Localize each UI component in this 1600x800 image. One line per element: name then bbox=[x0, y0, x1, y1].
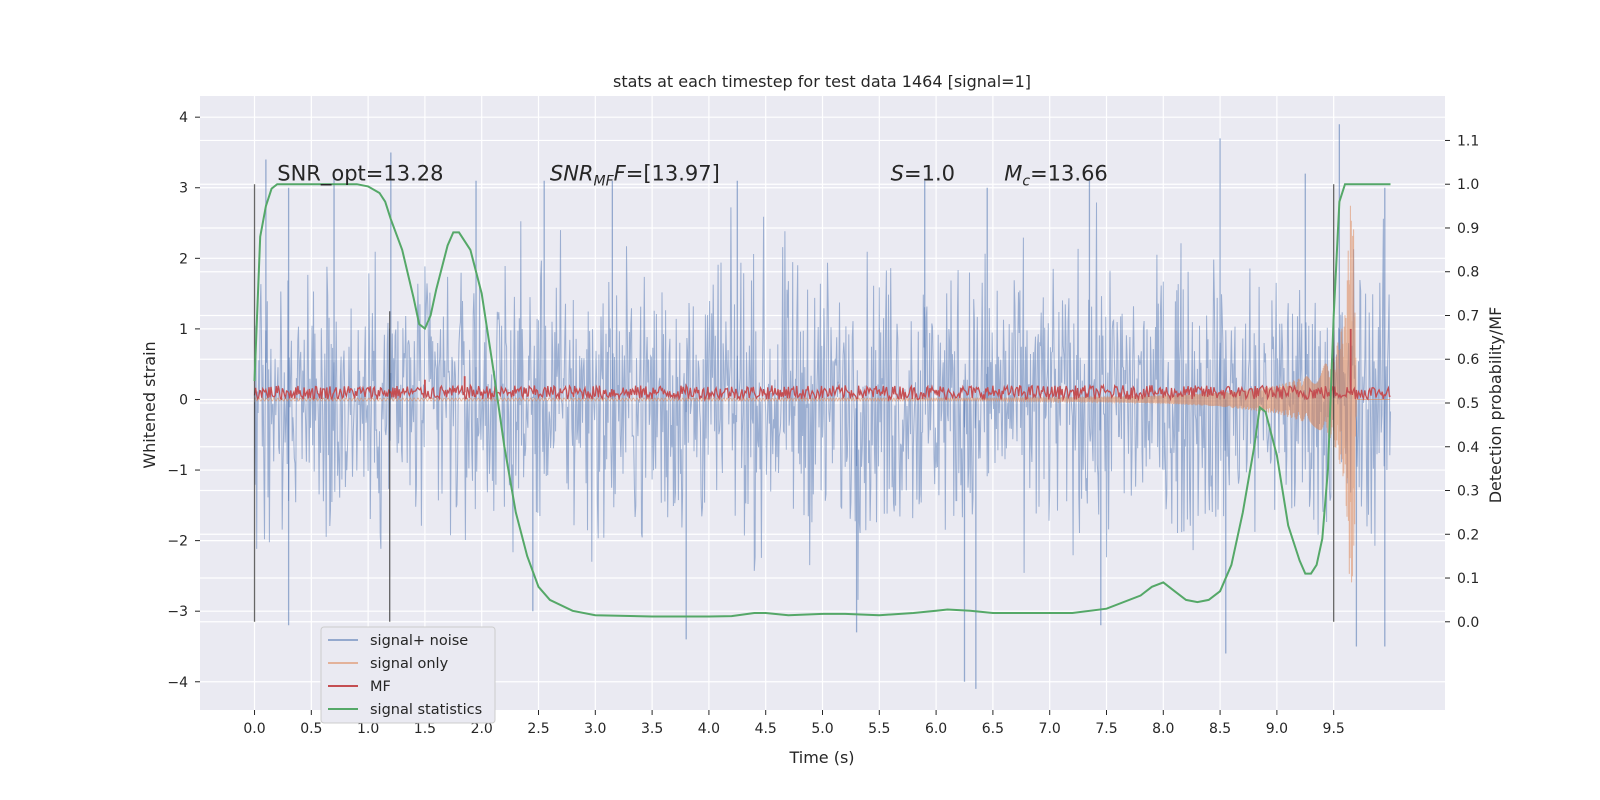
y2-axis-label: Detection probability/MF bbox=[1486, 307, 1505, 504]
x-tick-label-14: 7.0 bbox=[1039, 721, 1061, 737]
legend-box bbox=[320, 626, 496, 724]
annotation-3-symbol: M bbox=[1004, 162, 1022, 186]
x-tick-label-9: 4.5 bbox=[755, 721, 777, 737]
x-tick-label-3: 1.5 bbox=[414, 721, 436, 737]
series-signal-only bbox=[254, 205, 1391, 583]
annotation-3-subscript: c bbox=[1022, 174, 1030, 190]
x-tick-label-2: 1.0 bbox=[357, 721, 379, 737]
legend-entry-signal-plus-noise: signal+ noise bbox=[328, 633, 468, 649]
mf-line bbox=[253, 383, 1391, 403]
signal-only-line bbox=[254, 205, 1391, 583]
annotation-1: SNRMFF=[13.97] bbox=[550, 162, 720, 190]
y2-tick-label-6: 0.5 bbox=[1457, 396, 1479, 412]
x-tick-label-6: 3.0 bbox=[584, 721, 606, 737]
y2-tick-label-5: 0.6 bbox=[1457, 352, 1479, 368]
legend-entry-mf: MF bbox=[328, 679, 391, 695]
series-mf bbox=[253, 328, 1391, 403]
x-tick-label-19: 9.5 bbox=[1323, 721, 1345, 737]
signal-statistics-line bbox=[253, 183, 1391, 618]
signal-plus-noise-line bbox=[254, 202, 1391, 600]
y-tick-label-0: 4 bbox=[179, 110, 188, 126]
y2-tick-label-7: 0.4 bbox=[1457, 440, 1479, 456]
y-tick-label-3: 1 bbox=[179, 322, 188, 338]
legend-label-signal-only: signal only bbox=[370, 656, 449, 672]
x-tick-label-13: 6.5 bbox=[982, 721, 1004, 737]
y2-axis-ticks: 1.1 1.0 0.9 0.8 0.7 0.6 0.5 0.4 0.3 0.2 0.1 0.0 bbox=[1445, 133, 1479, 631]
y2-tick-label-2: 0.9 bbox=[1457, 221, 1479, 237]
y2-tick-label-11: 0.0 bbox=[1457, 615, 1479, 631]
x-tick-label-11: 5.5 bbox=[868, 721, 890, 737]
legend: signal+ noise signal only MF signal stat… bbox=[320, 626, 496, 724]
legend-entry-signal-statistics: signal statistics bbox=[328, 702, 482, 718]
annotation-0-text: SNR_opt=13.28 bbox=[277, 162, 443, 187]
y2-tick-label-3: 0.8 bbox=[1457, 265, 1479, 281]
y-axis-ticks: 4 3 2 1 0 −1 −2 −3 −4 bbox=[167, 110, 200, 691]
annotation-1-symbol: SNR bbox=[550, 162, 594, 186]
y2-tick-label-8: 0.3 bbox=[1457, 484, 1479, 500]
annotation-2: S=1.0 bbox=[891, 162, 955, 186]
y-tick-label-6: −2 bbox=[167, 534, 188, 550]
x-tick-label-10: 5.0 bbox=[811, 721, 833, 737]
x-tick-label-1: 0.5 bbox=[300, 721, 322, 737]
legend-label-signal-plus-noise: signal+ noise bbox=[370, 633, 468, 649]
y-axis-label: Whitened strain bbox=[140, 341, 159, 468]
annotation-1-value: =[13.97] bbox=[626, 162, 720, 186]
vertical-markers bbox=[253, 184, 1335, 622]
x-tick-label-15: 7.5 bbox=[1095, 721, 1117, 737]
annotation-0: SNR_opt=13.28 bbox=[277, 162, 443, 187]
annotation-2-symbol: S bbox=[891, 162, 904, 186]
x-tick-label-5: 2.5 bbox=[527, 721, 549, 737]
x-tick-label-17: 8.5 bbox=[1209, 721, 1231, 737]
legend-label-mf: MF bbox=[370, 679, 391, 695]
x-tick-label-16: 8.0 bbox=[1152, 721, 1174, 737]
y-tick-label-2: 2 bbox=[179, 251, 188, 267]
chart-title: stats at each timestep for test data 146… bbox=[613, 72, 1031, 91]
y2-tick-label-9: 0.2 bbox=[1457, 527, 1479, 543]
y-tick-label-8: −4 bbox=[167, 675, 188, 691]
y2-tick-label-0: 1.1 bbox=[1457, 133, 1479, 149]
x-tick-label-8: 4.0 bbox=[698, 721, 720, 737]
y-tick-label-4: 0 bbox=[179, 392, 188, 408]
y2-tick-label-10: 0.1 bbox=[1457, 571, 1479, 587]
x-tick-label-4: 2.0 bbox=[471, 721, 493, 737]
annotation-2-value: =1.0 bbox=[904, 162, 955, 186]
annotation-1-suffix: F bbox=[614, 162, 627, 186]
y-tick-label-7: −3 bbox=[167, 604, 188, 620]
y-tick-label-5: −1 bbox=[167, 463, 188, 479]
annotation-3: Mc=13.66 bbox=[1004, 162, 1108, 190]
x-tick-label-7: 3.5 bbox=[641, 721, 663, 737]
annotation-3-value: =13.66 bbox=[1030, 162, 1108, 186]
annotation-1-subscript: MF bbox=[594, 174, 615, 190]
series-signal-plus-noise bbox=[254, 124, 1391, 689]
series-signal-statistics bbox=[253, 183, 1391, 618]
legend-label-signal-statistics: signal statistics bbox=[370, 702, 482, 718]
y2-tick-label-4: 0.7 bbox=[1457, 308, 1479, 324]
x-axis-label: Time (s) bbox=[788, 748, 854, 767]
legend-entry-signal-only: signal only bbox=[328, 656, 449, 672]
x-axis-ticks: 0.0 0.5 1.0 1.5 2.0 2.5 3.0 3.5 4.0 4.5 5.0 5.5 6.0 6… bbox=[243, 710, 1345, 737]
x-tick-label-12: 6.0 bbox=[925, 721, 947, 737]
x-tick-label-0: 0.0 bbox=[243, 721, 265, 737]
y-tick-label-1: 3 bbox=[179, 181, 188, 197]
y2-tick-label-1: 1.0 bbox=[1457, 177, 1479, 193]
x-tick-label-18: 9.0 bbox=[1266, 721, 1288, 737]
annotations: SNR_opt=13.28 SNRMFF=[13.97] S=1.0 Mc=13.66 bbox=[277, 162, 1108, 190]
